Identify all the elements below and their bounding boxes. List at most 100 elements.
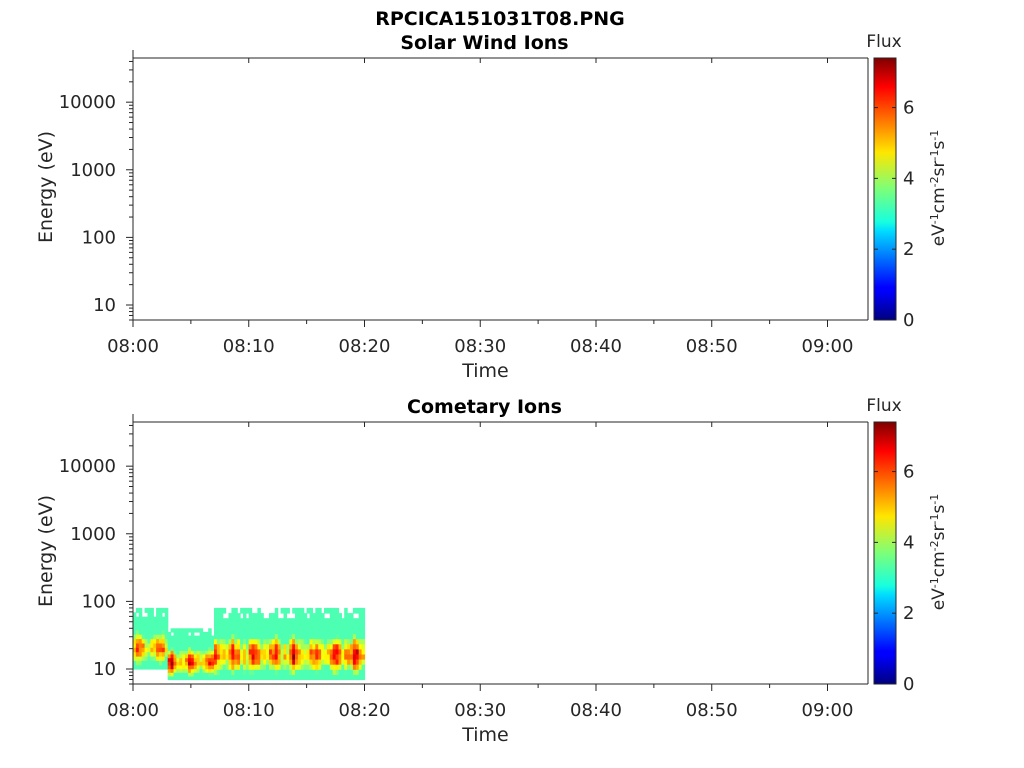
heatmap-cell <box>254 648 258 655</box>
heatmap-cell <box>147 638 151 644</box>
heatmap-cell <box>179 639 183 644</box>
heatmap-cell <box>222 633 227 640</box>
heatmap-cell <box>361 623 366 629</box>
heatmap-cell <box>300 607 305 614</box>
heatmap-cell <box>257 607 261 614</box>
heatmap-cell <box>182 635 186 640</box>
heatmap-cell <box>147 647 151 653</box>
heatmap-cell <box>286 669 290 675</box>
heatmap-cell <box>251 643 256 650</box>
heatmap-cell <box>208 675 212 681</box>
heatmap-cell <box>159 655 163 661</box>
heatmap-cell <box>159 647 163 653</box>
heatmap-cell <box>318 628 322 635</box>
heatmap-cell <box>211 635 215 640</box>
heatmap-cell <box>216 674 221 681</box>
heatmap-cell <box>289 674 293 681</box>
heatmap-cell <box>355 674 360 681</box>
heatmap-cell <box>332 648 337 655</box>
heatmap-cell <box>150 607 154 613</box>
heatmap-cell <box>185 653 189 659</box>
heatmap-cell <box>228 638 232 645</box>
heatmap-cell <box>269 633 273 640</box>
heatmap-cell <box>245 674 250 681</box>
y-tick-label: 10000 <box>59 92 116 113</box>
heatmap-cell <box>170 657 175 662</box>
heatmap-cell <box>329 613 334 619</box>
heatmap-cell <box>326 607 331 614</box>
heatmap-cell <box>280 633 285 640</box>
heatmap-cell <box>271 623 276 629</box>
heatmap-cell <box>214 628 218 635</box>
heatmap-cell <box>173 635 177 640</box>
heatmap-cell <box>225 638 230 645</box>
heatmap-cell <box>292 664 296 670</box>
heatmap-cell <box>306 607 311 614</box>
heatmap-cell <box>341 659 345 665</box>
heatmap-cell <box>358 628 363 635</box>
heatmap-cell <box>219 669 224 675</box>
heatmap-cell <box>338 669 342 675</box>
heatmap-cell <box>228 643 232 650</box>
heatmap-cell <box>303 618 308 624</box>
heatmap-cell <box>361 653 366 660</box>
heatmap-cell <box>196 653 201 659</box>
heatmap-cell <box>216 623 221 629</box>
heatmap-cell <box>188 672 192 677</box>
heatmap-cell <box>138 655 143 661</box>
heatmap-cell <box>231 659 235 665</box>
heatmap-cell <box>190 664 195 670</box>
heatmap-cell <box>347 618 351 624</box>
heatmap-cell <box>341 653 345 660</box>
heatmap-cell <box>164 647 169 653</box>
heatmap-cell <box>190 650 195 655</box>
heatmap-cell <box>347 613 351 619</box>
heatmap-cell <box>280 618 285 624</box>
heatmap-cell <box>188 642 192 648</box>
heatmap-cell <box>211 661 215 666</box>
heatmap-cell <box>257 618 261 624</box>
heatmap-cell <box>240 664 244 670</box>
heatmap-cell <box>141 647 146 653</box>
heatmap-cell <box>347 633 351 640</box>
heatmap-cell <box>222 664 227 670</box>
heatmap-cell <box>164 642 169 648</box>
heatmap-cell <box>179 672 183 677</box>
heatmap-cell <box>248 613 253 619</box>
heatmap-cell <box>193 650 198 655</box>
heatmap-cell <box>240 659 244 665</box>
heatmap-cell <box>144 634 149 640</box>
heatmap-cell <box>332 628 337 635</box>
heatmap-cell <box>318 638 322 645</box>
heatmap-cell <box>243 633 247 640</box>
heatmap-cell <box>266 669 270 675</box>
heatmap-cell <box>205 639 209 644</box>
heatmap-cell <box>312 618 316 624</box>
heatmap-cell <box>254 623 258 629</box>
heatmap-cell <box>248 618 253 624</box>
heatmap-cell <box>361 613 366 619</box>
heatmap-cell <box>350 653 354 660</box>
heatmap-cell <box>347 653 351 660</box>
heatmap-cell <box>292 674 296 681</box>
heatmap-cell <box>185 628 189 633</box>
heatmap-cell <box>283 623 287 629</box>
heatmap-cell <box>188 635 192 640</box>
heatmap-cell <box>344 607 348 614</box>
colorbar-tick-label: 2 <box>903 603 914 624</box>
x-tick-label: 08:50 <box>686 336 738 357</box>
heatmap-cell <box>182 650 186 655</box>
heatmap-cell <box>347 623 351 629</box>
heatmap-cell <box>196 650 201 655</box>
heatmap-cell <box>202 675 206 681</box>
heatmap-cell <box>156 655 160 661</box>
heatmap-cell <box>335 628 340 635</box>
heatmap-cell <box>185 635 189 640</box>
heatmap-cell <box>231 607 235 614</box>
heatmap-cell <box>193 653 198 659</box>
heatmap-cell <box>199 664 204 670</box>
heatmap-cell <box>283 607 287 614</box>
heatmap-cell <box>274 674 279 681</box>
heatmap-cell <box>303 623 308 629</box>
heatmap-cell <box>269 623 273 629</box>
